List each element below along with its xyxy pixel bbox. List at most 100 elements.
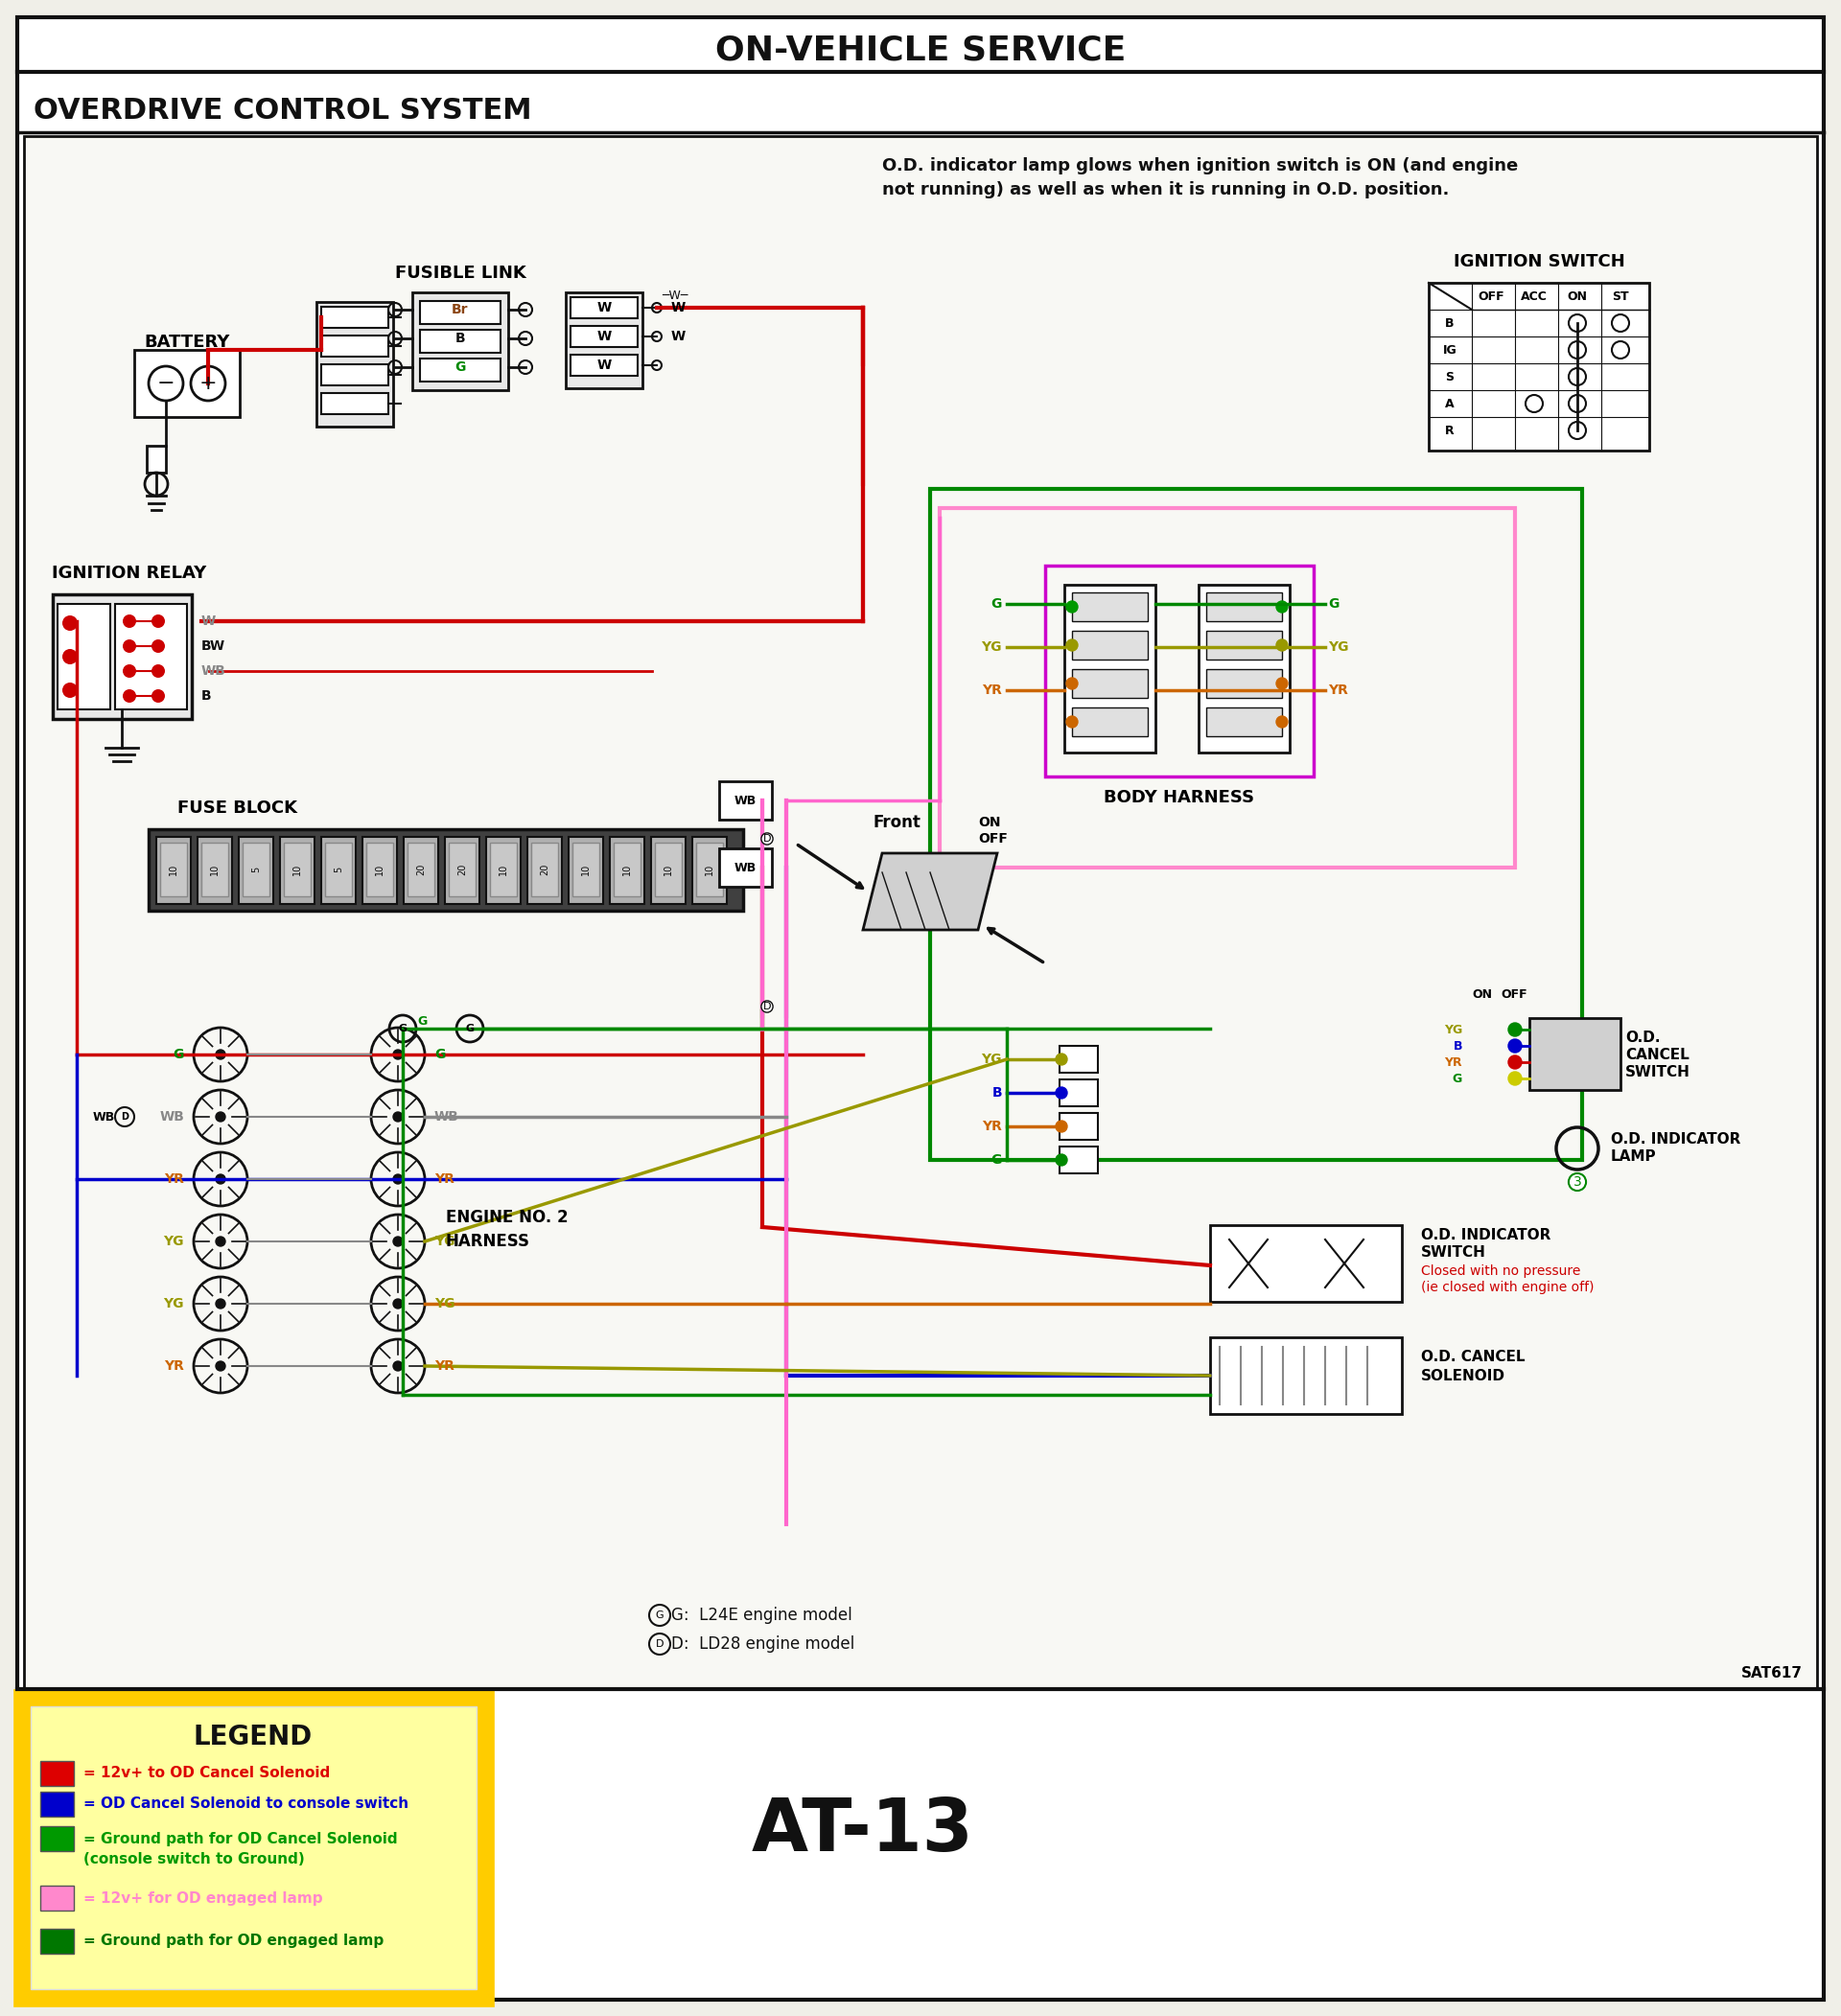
Text: ST: ST: [1613, 290, 1629, 302]
Bar: [149, 829, 744, 911]
Bar: [939, 508, 1515, 867]
Bar: [446, 837, 479, 903]
Circle shape: [394, 1113, 403, 1121]
Circle shape: [123, 665, 136, 677]
Bar: [197, 837, 232, 903]
Bar: [201, 843, 228, 897]
Text: BATTERY: BATTERY: [144, 333, 230, 351]
Text: (console switch to Ground): (console switch to Ground): [83, 1853, 304, 1867]
Circle shape: [123, 639, 136, 653]
Text: ─W─: ─W─: [661, 290, 689, 302]
Text: W: W: [672, 300, 687, 314]
Text: 10: 10: [705, 863, 714, 875]
Circle shape: [151, 689, 166, 704]
Text: YG: YG: [1327, 641, 1349, 653]
Bar: [134, 351, 239, 417]
Circle shape: [1508, 1073, 1523, 1085]
Text: G: G: [398, 1024, 407, 1034]
Text: SWITCH: SWITCH: [1626, 1064, 1690, 1079]
Text: 20: 20: [457, 863, 468, 875]
Text: B: B: [1453, 1040, 1462, 1052]
Bar: [320, 393, 388, 413]
Bar: [57, 605, 110, 710]
Bar: [320, 335, 388, 357]
Text: IGNITION RELAY: IGNITION RELAY: [52, 564, 206, 583]
Bar: [565, 292, 643, 389]
Circle shape: [1508, 1022, 1523, 1036]
Text: WB: WB: [160, 1111, 184, 1123]
Bar: [320, 365, 388, 385]
Bar: [930, 490, 1581, 1159]
Text: B: B: [201, 689, 212, 704]
Bar: [490, 843, 517, 897]
Text: BODY HARNESS: BODY HARNESS: [1105, 788, 1256, 806]
Bar: [1530, 1018, 1620, 1091]
Bar: [31, 1706, 477, 1990]
Bar: [1210, 1337, 1401, 1413]
Text: D: D: [122, 1113, 129, 1121]
Text: Br: Br: [451, 302, 469, 317]
Text: B: B: [455, 333, 466, 345]
Text: OVERDRIVE CONTROL SYSTEM: OVERDRIVE CONTROL SYSTEM: [33, 97, 532, 125]
Bar: [41, 1929, 74, 1954]
Text: LEGEND: LEGEND: [193, 1724, 313, 1750]
Text: D: D: [762, 1002, 771, 1012]
Text: W: W: [672, 331, 687, 343]
Bar: [1210, 1226, 1401, 1302]
Circle shape: [215, 1113, 225, 1121]
Text: 10: 10: [169, 863, 179, 875]
Bar: [1046, 566, 1314, 776]
Circle shape: [1066, 639, 1077, 651]
Text: 5: 5: [333, 867, 342, 873]
Bar: [613, 843, 641, 897]
Bar: [156, 837, 191, 903]
Text: D: D: [655, 1639, 665, 1649]
Text: B: B: [992, 1087, 1002, 1099]
Bar: [239, 837, 272, 903]
Bar: [655, 843, 681, 897]
Bar: [571, 327, 637, 347]
Circle shape: [63, 615, 77, 631]
Text: W: W: [201, 615, 215, 627]
Circle shape: [394, 1175, 403, 1183]
Text: IG: IG: [1443, 343, 1456, 357]
Bar: [317, 302, 394, 427]
Circle shape: [215, 1236, 225, 1246]
Text: G: G: [1327, 597, 1338, 611]
Text: W: W: [596, 300, 611, 314]
Bar: [1060, 1079, 1097, 1107]
Text: CANCEL: CANCEL: [1626, 1046, 1690, 1062]
Text: FUSIBLE LINK: FUSIBLE LINK: [394, 264, 527, 282]
Circle shape: [1055, 1087, 1068, 1099]
Text: S: S: [1445, 371, 1454, 383]
Bar: [41, 1826, 74, 1851]
Text: ON: ON: [978, 816, 1000, 829]
Text: (ie closed with engine off): (ie closed with engine off): [1421, 1280, 1594, 1294]
Circle shape: [123, 689, 136, 704]
Bar: [363, 837, 398, 903]
Bar: [1429, 282, 1650, 450]
Bar: [320, 837, 355, 903]
Bar: [609, 837, 644, 903]
Bar: [569, 837, 604, 903]
Circle shape: [215, 1050, 225, 1058]
Text: HARNESS: HARNESS: [446, 1234, 530, 1250]
Bar: [571, 296, 637, 319]
Text: W: W: [596, 359, 611, 371]
Bar: [1206, 593, 1281, 621]
Bar: [41, 1885, 74, 1911]
Text: YG: YG: [434, 1296, 455, 1310]
Circle shape: [394, 1298, 403, 1308]
Bar: [1198, 585, 1291, 752]
Text: BW: BW: [201, 639, 225, 653]
Text: 10: 10: [293, 863, 302, 875]
Bar: [53, 595, 191, 720]
Bar: [573, 843, 600, 897]
Text: 10: 10: [582, 863, 591, 875]
Text: G: G: [455, 361, 466, 373]
Bar: [24, 137, 1817, 1689]
Text: 10: 10: [499, 863, 508, 875]
Text: G: G: [466, 1024, 475, 1034]
Text: 10: 10: [376, 863, 385, 875]
Text: YR: YR: [981, 1119, 1002, 1133]
